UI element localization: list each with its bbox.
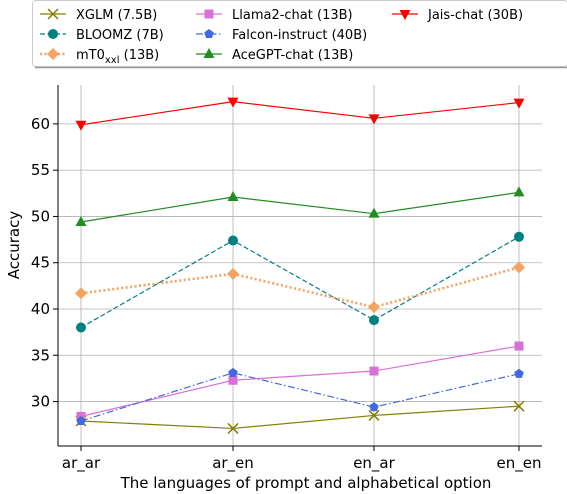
legend-label: Falcon-instruct (40B) xyxy=(232,28,367,43)
data-point xyxy=(227,191,239,202)
y-tick-label: 40 xyxy=(31,300,50,318)
data-point xyxy=(75,287,87,300)
legend: XGLM (7.5B) BLOOMZ (7B) mT0xxl (13B) Llama2… xyxy=(32,0,567,69)
data-point xyxy=(368,114,380,125)
legend-label: Llama2-chat (13B) xyxy=(232,8,353,23)
data-point xyxy=(227,97,239,108)
legend-item: mT0xxl (13B) xyxy=(40,48,159,66)
legend-item: XGLM (7.5B) xyxy=(40,8,157,23)
series-5 xyxy=(75,186,525,226)
data-point xyxy=(513,400,525,412)
y-tick-label: 35 xyxy=(31,346,50,364)
series-line xyxy=(80,191,520,223)
data-point xyxy=(76,416,86,426)
y-tick-label: 30 xyxy=(31,393,50,411)
series-6 xyxy=(75,97,525,131)
y-tick-label: 60 xyxy=(31,115,50,133)
data-point xyxy=(227,267,239,280)
data-point xyxy=(514,341,524,351)
axes: 30 35 40 45 50 55 60 ar_ar ar_en en_ar en_en xyxy=(31,85,542,473)
y-tick-label: 55 xyxy=(31,161,50,179)
legend-box xyxy=(32,0,567,67)
data-point xyxy=(75,215,87,226)
data-point xyxy=(76,322,86,333)
legend-label: BLOOMZ (7B) xyxy=(76,28,164,43)
legend-label: AceGPT-chat (13B) xyxy=(232,48,353,63)
y-axis-label: Accuracy xyxy=(5,211,23,280)
data-point xyxy=(228,375,238,385)
legend-item: Llama2-chat (13B) xyxy=(196,8,353,23)
legend-item: Jais-chat (30B) xyxy=(392,8,523,23)
data-point xyxy=(513,186,525,197)
data-point xyxy=(368,409,380,421)
series-layer xyxy=(75,97,525,434)
series-3 xyxy=(76,341,524,421)
series-line xyxy=(80,372,520,422)
data-point xyxy=(513,261,525,274)
data-point xyxy=(227,422,239,434)
legend-marker-icon xyxy=(203,48,215,58)
grid-lines xyxy=(58,85,542,446)
legend-marker-icon xyxy=(399,10,411,20)
y-tick-label: 50 xyxy=(31,207,50,225)
series-line xyxy=(80,236,520,329)
series-line xyxy=(80,405,520,430)
legend-item: Falcon-instruct (40B) xyxy=(196,28,367,43)
x-tick-label: en_ar xyxy=(353,454,395,473)
x-axis-label: The languages of prompt and alphabetical… xyxy=(120,474,492,492)
series-line xyxy=(80,101,520,126)
series-line xyxy=(80,345,520,417)
data-point xyxy=(228,235,238,246)
legend-marker-icon xyxy=(47,48,59,60)
series-1 xyxy=(76,231,524,333)
series-2 xyxy=(75,261,525,314)
legend-item: BLOOMZ (7B) xyxy=(40,28,164,43)
x-tick-label: en_en xyxy=(497,454,542,473)
data-point xyxy=(368,301,380,314)
data-point xyxy=(513,98,525,109)
legend-label: XGLM (7.5B) xyxy=(76,8,157,23)
legend-item: AceGPT-chat (13B) xyxy=(196,48,353,63)
data-point xyxy=(514,368,524,378)
legend-label: mT0xxl (13B) xyxy=(76,48,159,66)
series-4 xyxy=(76,367,524,426)
data-point xyxy=(228,367,238,377)
data-point xyxy=(369,315,379,326)
data-point xyxy=(514,231,524,242)
legend-marker-icon xyxy=(204,29,214,39)
series-0 xyxy=(75,400,525,434)
legend-marker-icon xyxy=(204,9,214,19)
legend-label: Jais-chat (30B) xyxy=(427,8,523,23)
data-point xyxy=(368,207,380,218)
series-line xyxy=(80,266,520,309)
data-point xyxy=(75,120,87,131)
data-point xyxy=(369,366,379,376)
x-tick-label: ar_ar xyxy=(62,454,101,473)
data-point xyxy=(369,402,379,412)
y-tick-label: 45 xyxy=(31,254,50,272)
legend-marker-icon xyxy=(48,29,58,39)
x-tick-label: ar_en xyxy=(212,454,254,473)
legend-marker-icon xyxy=(47,8,59,20)
